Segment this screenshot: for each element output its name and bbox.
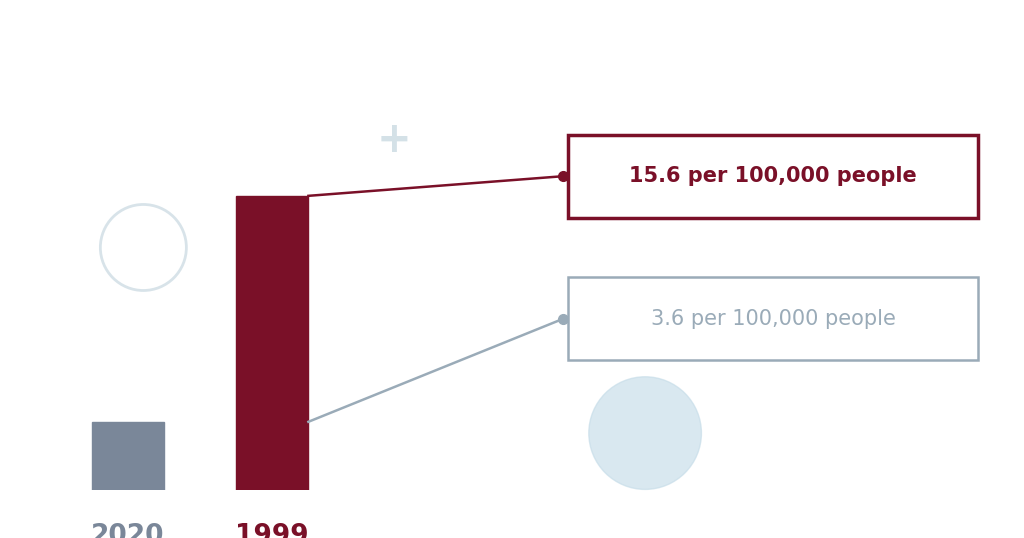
Bar xyxy=(237,196,308,490)
FancyBboxPatch shape xyxy=(568,134,978,218)
Bar xyxy=(91,422,164,490)
Text: 3.6 per 100,000 people: 3.6 per 100,000 people xyxy=(650,309,896,329)
Text: +: + xyxy=(377,119,412,161)
Text: 15.6 per 100,000 people: 15.6 per 100,000 people xyxy=(629,166,918,186)
Ellipse shape xyxy=(589,377,701,490)
Text: 2020: 2020 xyxy=(91,523,165,538)
FancyBboxPatch shape xyxy=(568,277,978,360)
Text: 1999: 1999 xyxy=(236,523,309,538)
Text: Indiana Growing Crisis of Overdose Deaths: Indiana Growing Crisis of Overdose Death… xyxy=(103,45,977,79)
